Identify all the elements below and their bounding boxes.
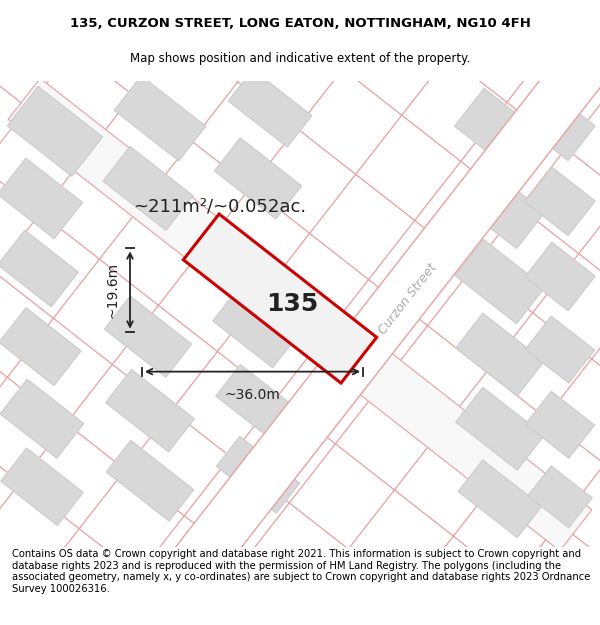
Polygon shape (184, 214, 377, 383)
Polygon shape (525, 92, 595, 161)
Polygon shape (216, 364, 300, 443)
Polygon shape (455, 239, 545, 324)
Polygon shape (214, 138, 302, 219)
Polygon shape (0, 158, 83, 239)
Polygon shape (114, 76, 206, 161)
Text: Contains OS data © Crown copyright and database right 2021. This information is : Contains OS data © Crown copyright and d… (12, 549, 590, 594)
Polygon shape (456, 313, 544, 396)
Polygon shape (0, 230, 79, 307)
Polygon shape (103, 146, 193, 231)
Text: Curzon Street: Curzon Street (376, 261, 440, 336)
Polygon shape (213, 289, 297, 368)
Polygon shape (458, 460, 542, 538)
Polygon shape (525, 167, 595, 236)
Polygon shape (8, 78, 592, 551)
Polygon shape (106, 369, 194, 452)
Text: 135, CURZON STREET, LONG EATON, NOTTINGHAM, NG10 4FH: 135, CURZON STREET, LONG EATON, NOTTINGH… (70, 17, 530, 30)
Text: ~211m²/~0.052ac.: ~211m²/~0.052ac. (133, 198, 307, 216)
Text: ~19.6m: ~19.6m (106, 262, 120, 318)
Polygon shape (455, 164, 545, 249)
Polygon shape (7, 86, 103, 176)
Polygon shape (228, 69, 312, 147)
Polygon shape (0, 379, 84, 458)
Polygon shape (525, 242, 595, 311)
Polygon shape (217, 436, 299, 513)
Polygon shape (106, 441, 194, 521)
Polygon shape (456, 388, 544, 470)
Polygon shape (1, 448, 83, 526)
Polygon shape (526, 316, 595, 383)
Polygon shape (454, 88, 545, 174)
Text: 135: 135 (266, 291, 318, 316)
Polygon shape (104, 296, 191, 378)
Polygon shape (154, 22, 600, 607)
Polygon shape (526, 391, 595, 458)
Text: Map shows position and indicative extent of the property.: Map shows position and indicative extent… (130, 52, 470, 65)
Polygon shape (528, 466, 592, 528)
Text: ~36.0m: ~36.0m (224, 388, 280, 402)
Polygon shape (0, 308, 81, 386)
